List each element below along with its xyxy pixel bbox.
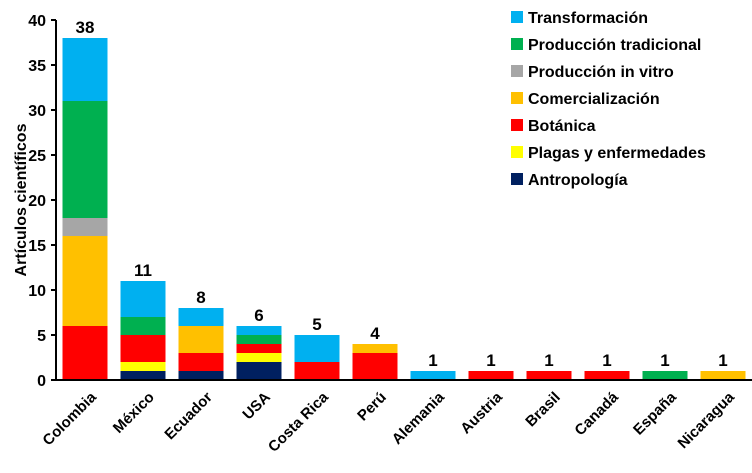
y-tick-label-40: 40 — [28, 13, 46, 30]
category-label-austria: Austria — [457, 388, 506, 437]
legend-item-botanica: Botánica — [511, 118, 596, 135]
y-tick-label-35: 35 — [28, 58, 46, 75]
total-label-espana: 1 — [660, 351, 669, 370]
bar-mexico-produccion-tradicional — [120, 317, 166, 335]
category-label-usa: USA — [239, 389, 274, 424]
legend-swatch-botanica — [511, 119, 523, 131]
legend-item-transformacion: Transformación — [511, 10, 648, 27]
bar-usa-transformacion — [236, 326, 282, 335]
category-label-mexico: México — [110, 389, 158, 437]
bar-peru-botanica — [352, 353, 398, 380]
bar-colombia-botanica — [62, 326, 108, 380]
total-label-peru: 4 — [370, 324, 380, 343]
legend-swatch-produccion-in-vitro — [511, 65, 523, 77]
legend-swatch-produccion-tradicional — [511, 38, 523, 50]
bar-colombia-produccion-tradicional — [62, 101, 108, 218]
legend-label-transformacion: Transformación — [528, 10, 648, 27]
total-label-austria: 1 — [486, 351, 495, 370]
y-axis-title: Artículos científicos — [13, 123, 30, 276]
bar-usa-produccion-tradicional — [236, 335, 282, 344]
bar-brasil-botanica — [526, 371, 572, 380]
y-tick-label-30: 30 — [28, 103, 46, 120]
legend-label-antropologia: Antropología — [528, 172, 628, 189]
bar-ecuador-botanica — [178, 353, 224, 371]
y-tick-label-10: 10 — [28, 283, 46, 300]
category-label-peru: Perú — [354, 389, 390, 425]
bar-colombia-produccion-in-vitro — [62, 218, 108, 236]
bar-colombia-comercializacion — [62, 236, 108, 326]
y-tick-label-15: 15 — [28, 238, 46, 255]
legend-label-produccion-in-vitro: Producción in vitro — [528, 64, 674, 81]
legend-swatch-comercializacion — [511, 92, 523, 104]
bar-mexico-plagas-y-enfermedades — [120, 362, 166, 371]
total-label-costa-rica: 5 — [312, 315, 321, 334]
bar-ecuador-antropologia — [178, 371, 224, 380]
bar-ecuador-transformacion — [178, 308, 224, 326]
total-label-usa: 6 — [254, 306, 263, 325]
bar-alemania-transformacion — [410, 371, 456, 380]
bar-usa-antropologia — [236, 362, 282, 380]
legend-item-comercializacion: Comercialización — [511, 91, 660, 108]
legend-item-plagas-y-enfermedades: Plagas y enfermedades — [511, 145, 706, 162]
y-tick-label-25: 25 — [28, 148, 46, 165]
category-label-nicaragua: Nicaragua — [675, 388, 739, 452]
bar-colombia-transformacion — [62, 38, 108, 101]
bar-austria-botanica — [468, 371, 514, 380]
total-label-brasil: 1 — [544, 351, 553, 370]
bar-costa-rica-botanica — [294, 362, 340, 380]
legend-item-produccion-in-vitro: Producción in vitro — [511, 64, 674, 81]
legend-swatch-plagas-y-enfermedades — [511, 146, 523, 158]
y-tick-label-5: 5 — [37, 328, 46, 345]
total-label-colombia: 38 — [76, 18, 95, 37]
legend-item-antropologia: Antropología — [511, 172, 628, 189]
bar-usa-plagas-y-enfermedades — [236, 353, 282, 362]
total-label-canada: 1 — [602, 351, 611, 370]
legend-label-comercializacion: Comercialización — [528, 91, 660, 108]
bar-mexico-transformacion — [120, 281, 166, 317]
total-label-nicaragua: 1 — [718, 351, 727, 370]
category-label-colombia: Colombia — [39, 388, 100, 449]
legend-swatch-transformacion — [511, 11, 523, 23]
bar-peru-comercializacion — [352, 344, 398, 353]
legend-item-produccion-tradicional: Producción tradicional — [511, 37, 701, 54]
category-label-canada: Canadá — [571, 388, 622, 439]
bar-mexico-antropologia — [120, 371, 166, 380]
bar-canada-botanica — [584, 371, 630, 380]
category-label-costa-rica: Costa Rica — [265, 388, 332, 455]
bar-costa-rica-transformacion — [294, 335, 340, 362]
total-label-mexico: 11 — [134, 261, 152, 280]
legend: Transformación Producción tradicional Prod… — [511, 10, 706, 189]
category-label-brasil: Brasil — [522, 389, 564, 431]
bar-ecuador-comercializacion — [178, 326, 224, 353]
bars-group — [62, 38, 746, 380]
category-label-espana: España — [630, 388, 680, 438]
bar-espana-produccion-tradicional — [642, 371, 688, 380]
y-tick-label-0: 0 — [37, 373, 46, 390]
bar-mexico-botanica — [120, 335, 166, 362]
bar-usa-botanica — [236, 344, 282, 353]
category-label-ecuador: Ecuador — [161, 389, 216, 444]
legend-swatch-antropologia — [511, 173, 523, 185]
category-label-alemania: Alemania — [389, 388, 449, 448]
total-label-alemania: 1 — [428, 351, 437, 370]
legend-label-produccion-tradicional: Producción tradicional — [528, 37, 701, 54]
legend-label-botanica: Botánica — [528, 118, 596, 135]
bar-nicaragua-comercializacion — [700, 371, 746, 380]
y-tick-label-20: 20 — [28, 193, 46, 210]
total-label-ecuador: 8 — [196, 288, 205, 307]
legend-label-plagas-y-enfermedades: Plagas y enfermedades — [528, 145, 706, 162]
